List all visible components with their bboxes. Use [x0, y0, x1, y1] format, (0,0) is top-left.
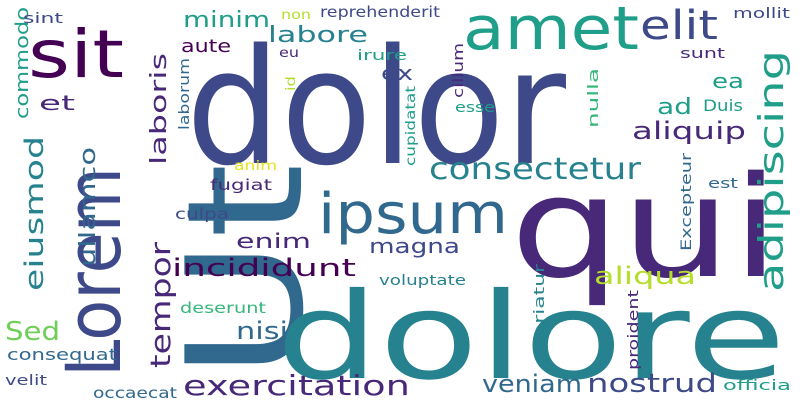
cloud-word: eu	[279, 46, 299, 61]
cloud-word: ad	[657, 95, 692, 120]
cloud-word: ullamco	[76, 147, 101, 267]
cloud-word: amet	[463, 0, 639, 64]
cloud-word: pariatur	[532, 264, 548, 351]
cloud-word: officia	[723, 378, 791, 394]
cloud-word: voluptate	[379, 273, 466, 289]
cloud-word: ipsum	[318, 182, 508, 247]
cloud-word: proident	[626, 289, 642, 370]
cloud-word: anim	[234, 159, 277, 174]
cloud-word: culpa	[175, 205, 229, 223]
cloud-word: ex	[381, 61, 413, 85]
cloud-word: labore	[268, 23, 368, 48]
cloud-word: laborum	[177, 58, 193, 130]
cloud-word: Duis	[703, 96, 743, 115]
cloud-word: fugiat	[210, 176, 272, 194]
cloud-word: est	[708, 176, 739, 192]
cloud-word: esse	[455, 100, 495, 116]
cloud-word: Excepteur	[679, 153, 695, 251]
cloud-word: aliqua	[594, 262, 696, 290]
cloud-word: sit	[28, 16, 124, 93]
cloud-word: deserunt	[180, 299, 266, 317]
cloud-word: cillum	[451, 43, 467, 98]
cloud-word: adipiscing	[752, 50, 792, 292]
cloud-word: dolore	[276, 268, 786, 400]
cloud-word: irure	[357, 48, 407, 64]
cloud-word: tempor	[144, 241, 177, 368]
cloud-word: consequat	[7, 345, 117, 364]
cloud-word: nostrud	[587, 369, 717, 399]
cloud-word: id	[284, 76, 299, 91]
cloud-word: cupidatat	[404, 86, 419, 166]
cloud-word: aliquip	[632, 117, 746, 145]
cloud-word: commodo	[12, 7, 33, 119]
cloud-word: veniam	[482, 370, 582, 398]
cloud-word: aute	[181, 36, 231, 57]
cloud-word: Sed	[5, 317, 60, 347]
cloud-word: occaecat	[93, 384, 177, 400]
cloud-word: reprehenderit	[320, 3, 440, 21]
cloud-word: elit	[640, 3, 718, 49]
cloud-word: non	[281, 8, 311, 23]
cloud-word: qui	[510, 147, 780, 310]
cloud-word: laboris	[147, 53, 172, 165]
cloud-word: magna	[369, 234, 460, 258]
cloud-word: Lorem	[49, 167, 138, 377]
cloud-word: nisi	[236, 317, 288, 345]
cloud-word: incididunt	[172, 254, 356, 282]
cloud-word: minim	[183, 8, 270, 33]
cloud-word: eiusmod	[20, 136, 50, 291]
cloud-word: velit	[5, 373, 48, 389]
cloud-word: mollit	[733, 6, 791, 22]
cloud-word: sunt	[680, 46, 726, 62]
cloud-word: exercitation	[183, 369, 410, 400]
cloud-word: dolor	[186, 14, 566, 201]
cloud-word: enim	[236, 229, 311, 253]
cloud-word: Ut	[152, 163, 339, 380]
cloud-word: sint	[23, 11, 64, 27]
cloud-word: nulla	[586, 68, 602, 128]
cloud-word: ea	[712, 69, 744, 93]
cloud-word: et	[39, 91, 75, 115]
cloud-word: consectetur	[429, 152, 642, 187]
